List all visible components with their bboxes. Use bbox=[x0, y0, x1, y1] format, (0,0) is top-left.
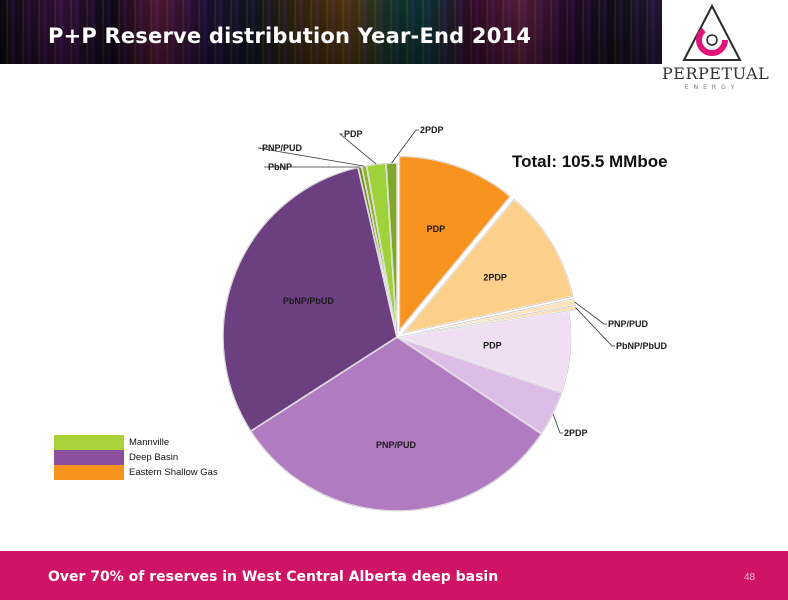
pie-label: PDP bbox=[483, 340, 502, 350]
pie-slice-eastern-shallow-gas-pbnp-pbud bbox=[403, 304, 577, 337]
pie-label: PbNP/PbUD bbox=[616, 341, 668, 351]
legend-swatch-eastern-shallow-gas bbox=[54, 465, 124, 480]
pie-leader-line bbox=[552, 413, 563, 434]
pie-leader-line bbox=[391, 129, 419, 164]
footer-band bbox=[0, 551, 788, 600]
chart-legend: Mannville Deep Basin Eastern Shallow Gas bbox=[54, 435, 218, 480]
pie-label: PNP/PUD bbox=[376, 440, 417, 450]
pie-slice-outline bbox=[399, 156, 511, 332]
pie-leader-line bbox=[257, 147, 365, 167]
legend-item-deep-basin: Deep Basin bbox=[54, 450, 218, 465]
pie-slice-outline bbox=[402, 198, 574, 334]
legend-item-mannville: Mannville bbox=[54, 435, 218, 450]
legend-label-mannville: Mannville bbox=[129, 437, 170, 448]
pie-slices bbox=[222, 155, 577, 512]
pie-slice-deep-basin-pnp-pud bbox=[249, 336, 543, 512]
pie-label: PNP/PUD bbox=[608, 319, 649, 329]
pie-label: PDP bbox=[344, 129, 363, 139]
pie-slice-outline bbox=[403, 305, 577, 337]
banner-shade bbox=[0, 0, 788, 64]
pie-leader-line bbox=[575, 307, 615, 347]
perpetual-logo-icon bbox=[682, 4, 742, 61]
legend-swatch-deep-basin bbox=[54, 450, 124, 465]
pie-slice-outline bbox=[250, 336, 542, 512]
slide-title: P+P Reserve distribution Year-End 2014 bbox=[48, 24, 532, 48]
legend-label-deep-basin: Deep Basin bbox=[129, 452, 179, 463]
pie-label: 2PDP bbox=[420, 125, 444, 135]
pie-label: PbNP bbox=[268, 162, 292, 172]
legend-item-eastern-shallow-gas: Eastern Shallow Gas bbox=[54, 465, 218, 480]
banner-streaks bbox=[0, 0, 788, 64]
pie-slice-eastern-shallow-gas-pdp bbox=[398, 155, 512, 333]
pie-slice-outline bbox=[222, 167, 398, 432]
pie-label: 2PDP bbox=[483, 272, 507, 282]
logo-name: PERPETUAL bbox=[662, 64, 770, 83]
pie-label: PNP/PUD bbox=[262, 143, 303, 153]
total-annotation: Total: 105.5 MMboe bbox=[512, 152, 668, 171]
pie-label: PDP bbox=[427, 224, 446, 234]
header-banner bbox=[0, 0, 788, 64]
pie-slice-deep-basin-pbnp-pbud bbox=[222, 166, 398, 433]
logo-subtitle: ENERGY bbox=[684, 84, 740, 91]
pie-label: PbNP/PbUD bbox=[283, 296, 335, 306]
page-number: 48 bbox=[744, 572, 756, 583]
legend-swatch-mannville bbox=[54, 435, 124, 450]
pie-slice-eastern-shallow-gas-2pdp bbox=[401, 198, 574, 335]
footer-text: Over 70% of reserves in West Central Alb… bbox=[48, 569, 499, 585]
pie-leader-line bbox=[574, 301, 607, 325]
pie-labels: PDP 2PDP PNP/PUD PbNP/PbUD PDP 2PDP PNP/PUD PbN… bbox=[257, 125, 668, 450]
pie-leader-line bbox=[338, 133, 377, 165]
legend-label-eastern-shallow-gas: Eastern Shallow Gas bbox=[129, 467, 218, 478]
pie-label: 2PDP bbox=[564, 428, 588, 438]
